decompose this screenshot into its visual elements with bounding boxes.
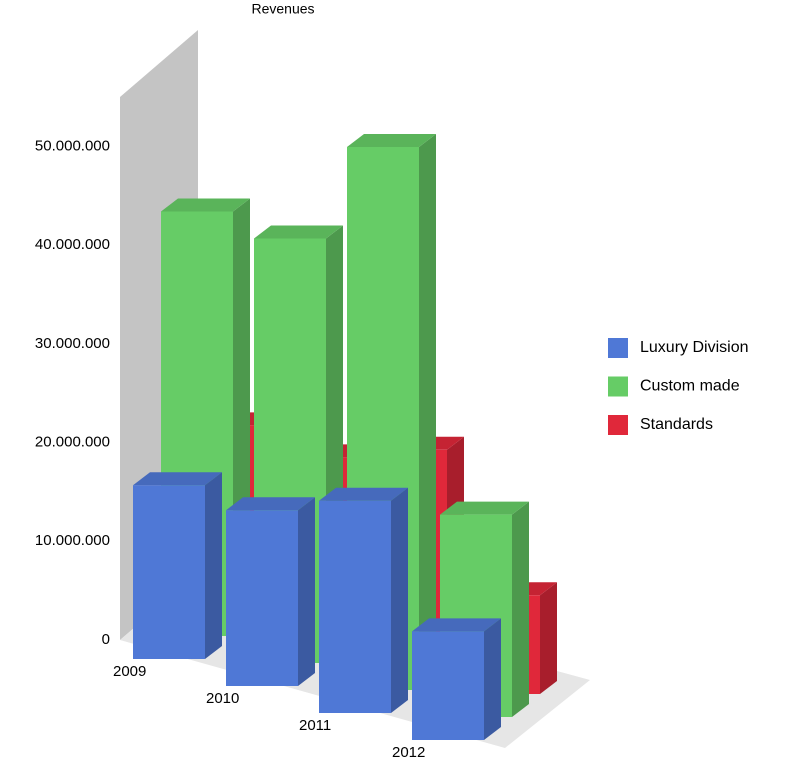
x-tick-label: 2012 [392, 744, 425, 757]
bar [319, 487, 408, 713]
x-tick-label: 2011 [299, 717, 331, 734]
bar-front [226, 510, 298, 686]
legend-label: Custom made [640, 378, 740, 395]
y-tick-label: 10.000.000 [35, 532, 110, 549]
bar-side [512, 501, 529, 717]
bar [133, 472, 222, 659]
legend-swatch [608, 376, 628, 397]
bar-side [484, 618, 501, 740]
bar-side [205, 472, 222, 659]
bar-front [319, 500, 391, 713]
y-tick-label: 20.000.000 [35, 434, 110, 451]
legend-label: Luxury Division [640, 339, 748, 356]
y-tick-label: 30.000.000 [35, 335, 110, 352]
bar-top [347, 134, 436, 147]
bar-top [440, 501, 529, 515]
y-tick-label: 50.000.000 [35, 137, 110, 154]
bar-front [133, 485, 205, 659]
bar-top [412, 618, 501, 632]
bar-side [298, 497, 315, 686]
chart-title: Revenues [251, 1, 314, 17]
legend-label: Standards [640, 416, 713, 433]
x-tick-label: 2009 [113, 663, 146, 680]
bar [226, 497, 315, 686]
bar-side [540, 582, 557, 694]
y-tick-label: 40.000.000 [35, 236, 110, 253]
bar-side [419, 134, 436, 690]
bar [412, 618, 501, 740]
x-tick-label: 2010 [206, 690, 239, 707]
bar-side [391, 487, 408, 713]
bar-top [226, 497, 315, 511]
bar-top [133, 472, 222, 486]
legend-swatch [608, 415, 628, 435]
bar-top [161, 198, 250, 212]
bar-top [254, 225, 343, 239]
bar-front [412, 631, 484, 740]
bar-top [319, 487, 408, 501]
y-tick-label: 0 [102, 631, 110, 648]
legend-swatch [608, 338, 628, 358]
